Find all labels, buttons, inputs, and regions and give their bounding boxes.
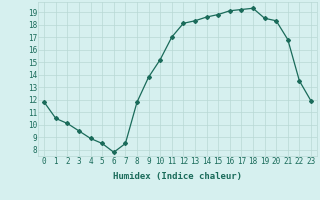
X-axis label: Humidex (Indice chaleur): Humidex (Indice chaleur) [113,172,242,181]
